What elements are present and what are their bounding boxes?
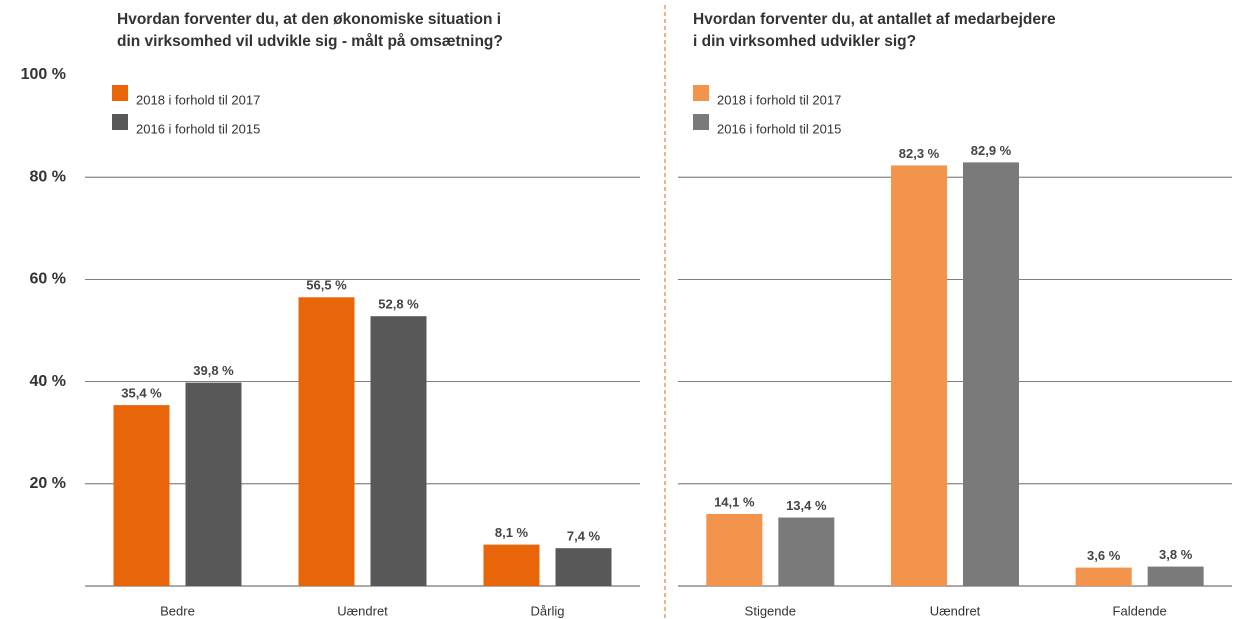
value-label: 52,8 % [378, 297, 419, 312]
value-label: 14,1 % [714, 494, 755, 509]
legend-swatch [112, 85, 128, 101]
bar [555, 548, 612, 586]
value-label: 39,8 % [193, 363, 234, 378]
x-tick-label: Faldende [1113, 603, 1167, 618]
bar [778, 517, 835, 586]
value-label: 7,4 % [567, 529, 601, 544]
chart-title: din virksomhed vil udvikle sig - målt på… [117, 33, 503, 50]
y-tick-label: 80 % [30, 168, 66, 185]
value-label: 8,1 % [495, 525, 529, 540]
chart-title: Hvordan forventer du, at den økonomiske … [117, 11, 501, 28]
value-label: 3,6 % [1087, 548, 1121, 563]
x-tick-label: Bedre [160, 603, 195, 618]
bar [370, 316, 427, 586]
value-label: 82,9 % [971, 143, 1012, 158]
value-label: 56,5 % [306, 278, 347, 293]
bar [963, 162, 1019, 587]
bar [298, 297, 355, 586]
legend-label: 2018 i forhold til 2017 [717, 92, 841, 107]
x-tick-label: Uændret [337, 603, 388, 618]
bar [113, 405, 170, 586]
bar [706, 513, 763, 586]
value-label: 82,3 % [899, 146, 940, 161]
legend-swatch [693, 114, 709, 130]
bar [1075, 567, 1132, 586]
value-label: 13,4 % [786, 498, 827, 513]
x-tick-label: Stigende [745, 603, 796, 618]
legend-label: 2016 i forhold til 2015 [136, 121, 260, 136]
y-tick-label: 20 % [30, 475, 66, 492]
value-label: 3,8 % [1159, 547, 1193, 562]
value-label: 35,4 % [121, 386, 162, 401]
chart-title: Hvordan forventer du, at antallet af med… [693, 11, 1056, 28]
bar [483, 544, 540, 586]
legend-swatch [112, 114, 128, 130]
x-tick-label: Dårlig [531, 603, 565, 618]
legend-swatch [693, 85, 709, 101]
legend-label: 2018 i forhold til 2017 [136, 92, 260, 107]
bar [891, 165, 947, 586]
legend-label: 2016 i forhold til 2015 [717, 121, 841, 136]
chart-title: i din virksomhed udvikler sig? [693, 33, 916, 50]
bar [185, 382, 242, 586]
y-tick-label: 40 % [30, 373, 66, 390]
y-tick-label: 60 % [30, 271, 66, 288]
y-tick-label: 100 % [21, 66, 66, 83]
x-tick-label: Uændret [930, 603, 981, 618]
bar [1147, 566, 1204, 586]
